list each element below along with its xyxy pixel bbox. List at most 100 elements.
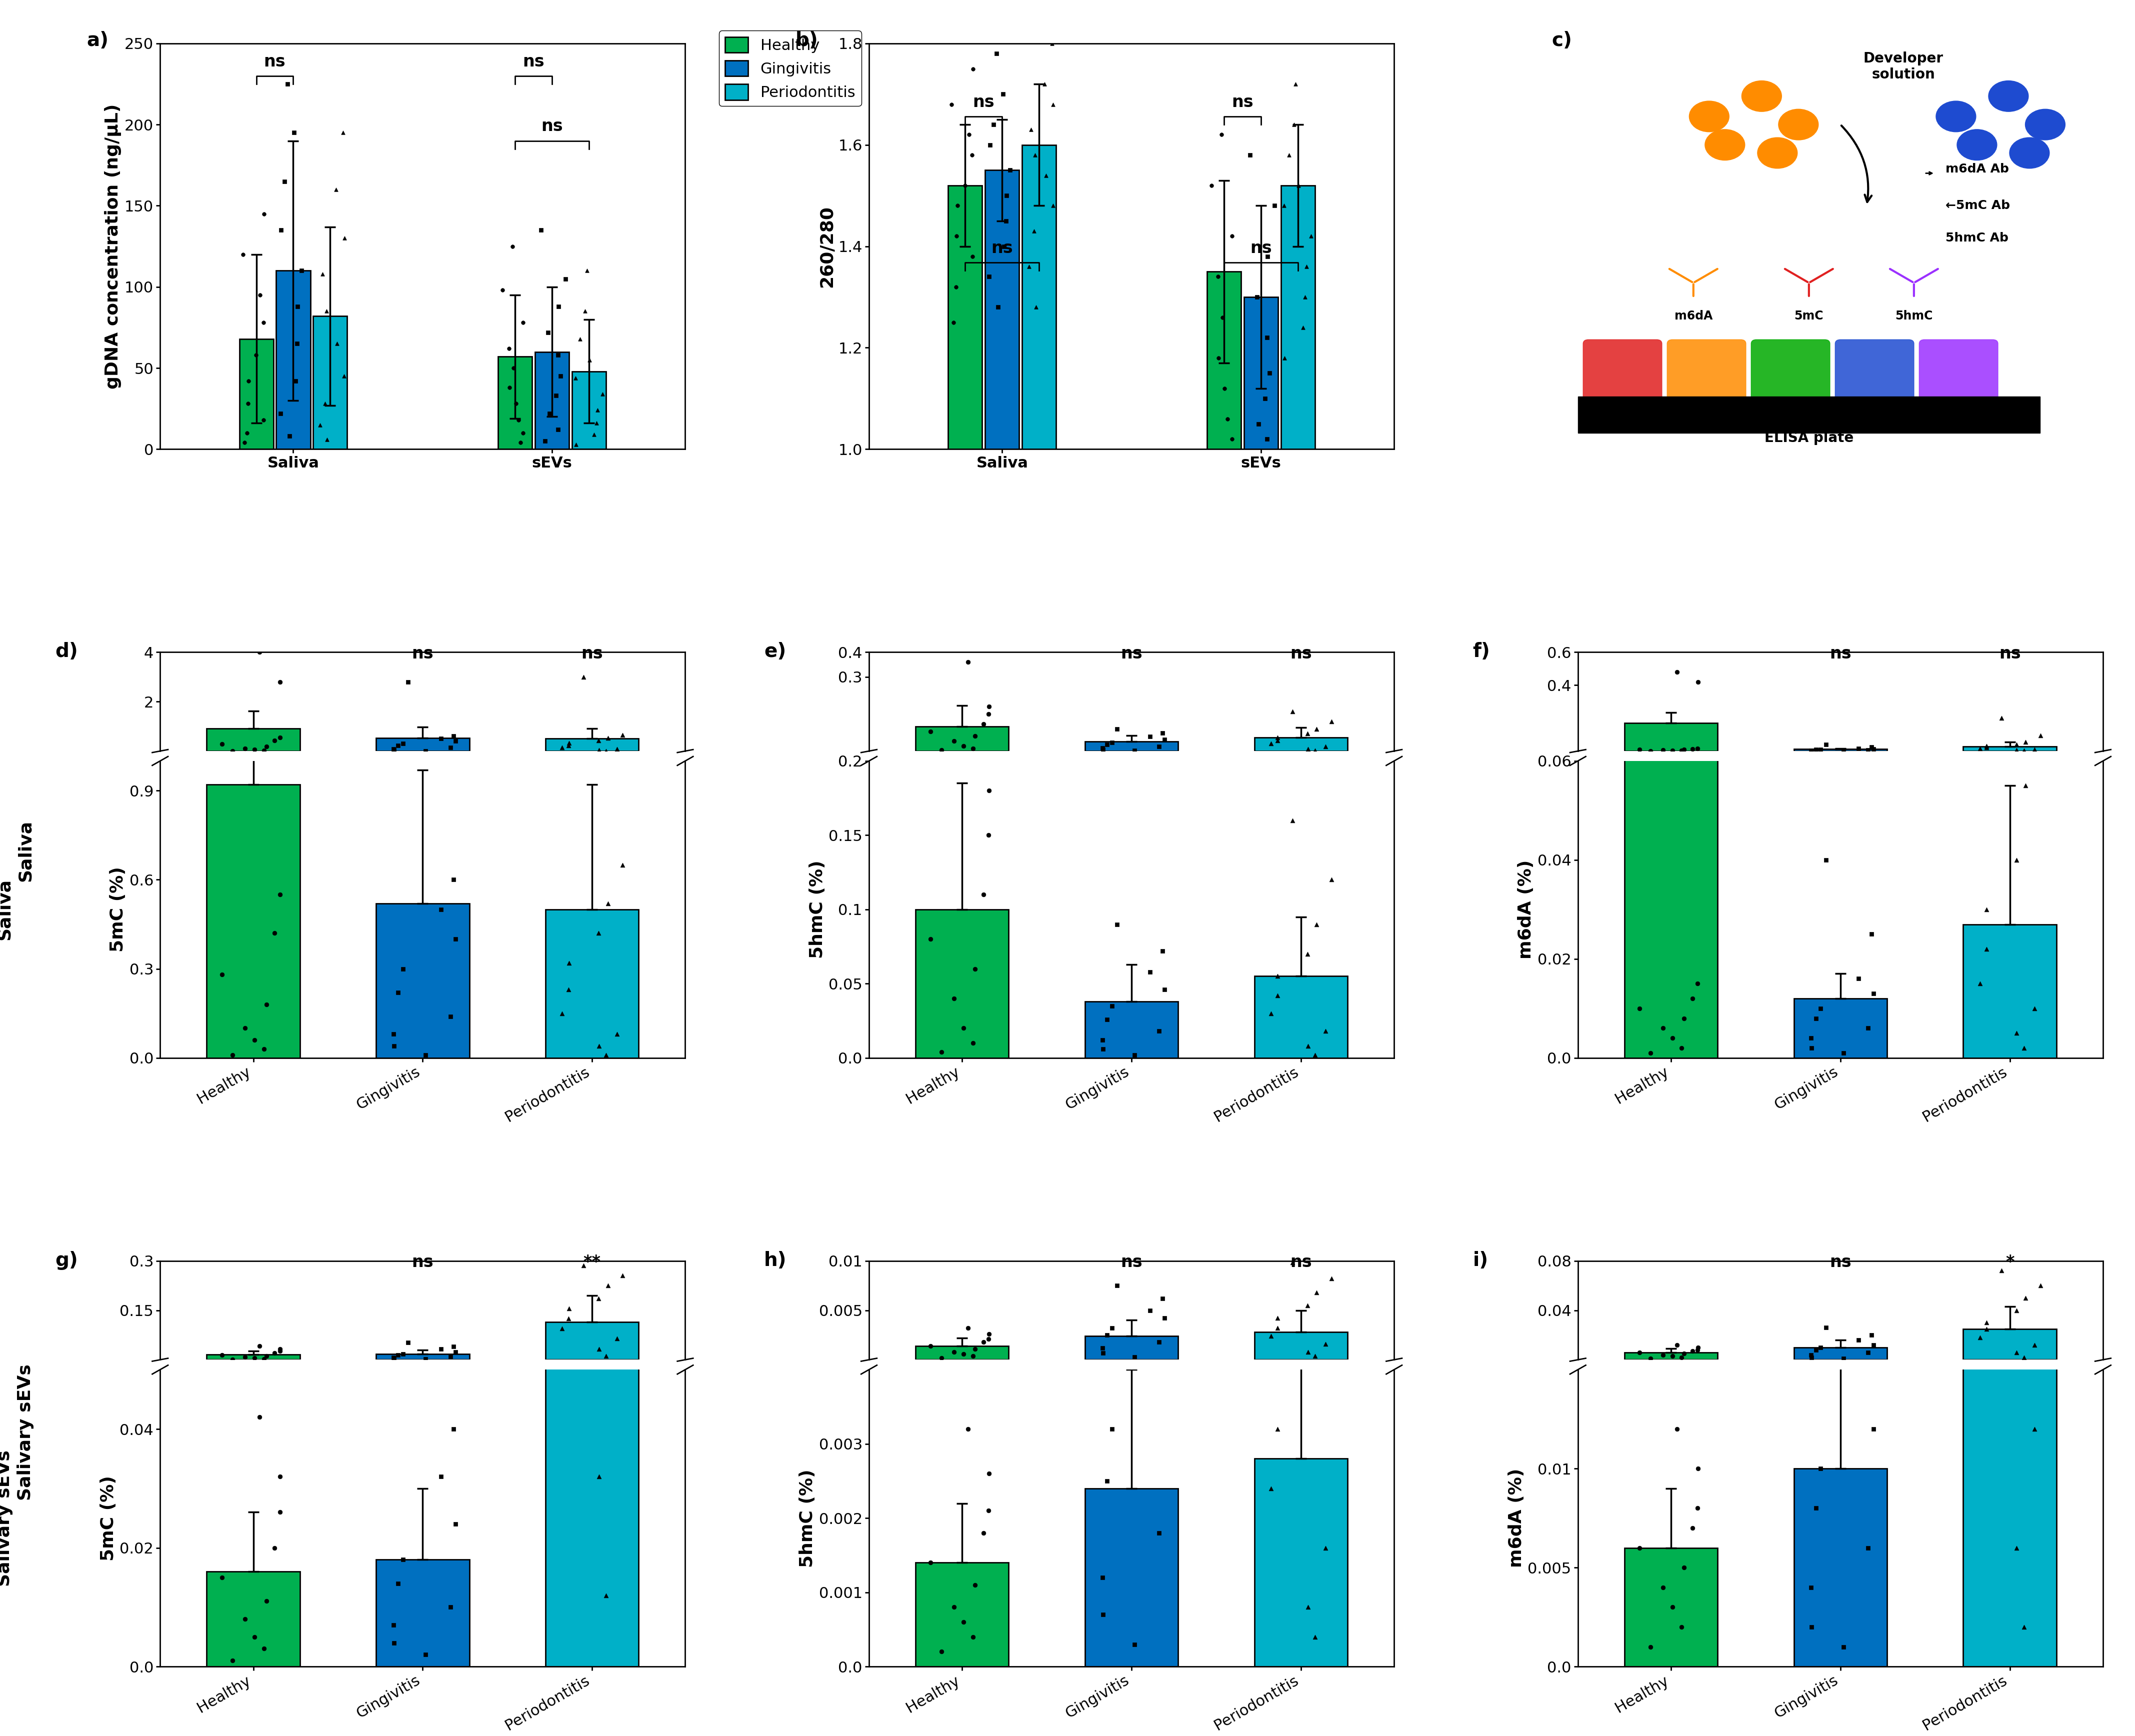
Point — [250, 991, 284, 1019]
Point — [241, 1332, 275, 1359]
Point — [600, 1267, 634, 1295]
Point — [243, 281, 278, 309]
Point — [1659, 1415, 1693, 1443]
Point — [493, 373, 527, 401]
Y-axis label: 5hmC (%): 5hmC (%) — [798, 1469, 816, 1568]
Circle shape — [1706, 130, 1744, 160]
Point — [1213, 446, 1247, 474]
Point — [570, 257, 604, 285]
Point — [310, 297, 344, 325]
Point — [1962, 1297, 1996, 1325]
Point — [559, 431, 594, 458]
Point — [1249, 385, 1283, 413]
Point — [408, 1042, 442, 1069]
Point — [950, 648, 984, 675]
Point — [1100, 1272, 1134, 1300]
Point — [1018, 141, 1053, 168]
Point — [1100, 1095, 1134, 1123]
Point — [386, 1340, 421, 1368]
Point — [267, 167, 301, 194]
Point — [1804, 995, 1838, 1023]
Circle shape — [1988, 82, 2028, 111]
Point — [278, 118, 312, 146]
Bar — [207, 729, 299, 752]
Point — [438, 722, 472, 750]
Point — [1309, 733, 1343, 760]
Point — [589, 1042, 623, 1069]
Point — [1623, 1338, 1657, 1366]
Point — [566, 153, 600, 181]
Text: 5hmC Ab: 5hmC Ab — [1945, 233, 2009, 245]
Y-axis label: 5hmC (%): 5hmC (%) — [809, 861, 826, 958]
Point — [1089, 1005, 1123, 1033]
Point — [1292, 734, 1326, 762]
Y-axis label: 5mC (%): 5mC (%) — [100, 1476, 117, 1561]
Point — [1667, 1554, 1702, 1581]
Bar — [916, 1562, 1008, 1667]
Point — [1796, 1613, 1830, 1641]
Point — [1215, 425, 1249, 453]
Point — [924, 1344, 959, 1371]
Point — [1843, 734, 1877, 762]
Point — [1142, 1328, 1176, 1356]
Point — [228, 429, 263, 457]
Point — [263, 880, 297, 908]
Point — [386, 1545, 421, 1573]
Point — [1292, 1594, 1326, 1621]
Point — [1206, 304, 1240, 332]
Point — [982, 293, 1016, 321]
Point — [433, 734, 468, 762]
Point — [1962, 734, 1996, 762]
Point — [551, 1295, 585, 1323]
Bar — [544, 1321, 638, 1359]
Point — [228, 1606, 263, 1634]
Point — [1142, 1017, 1176, 1045]
Point — [959, 955, 993, 983]
Text: ns: ns — [991, 240, 1012, 257]
Point — [250, 1587, 284, 1614]
Point — [2009, 663, 2043, 691]
Point — [606, 1262, 640, 1290]
Point — [581, 727, 615, 755]
Point — [954, 141, 989, 168]
Text: ns: ns — [1290, 646, 1311, 661]
Point — [544, 1000, 579, 1028]
Point — [1134, 1281, 1168, 1309]
Point — [937, 1594, 971, 1621]
Point — [971, 700, 1006, 727]
Point — [1300, 910, 1334, 937]
Point — [1968, 1059, 2003, 1087]
Point — [1014, 116, 1048, 144]
Point — [1294, 222, 1328, 250]
Point — [1623, 1535, 1657, 1562]
Point — [327, 363, 361, 391]
Point — [307, 391, 342, 418]
Point — [2009, 773, 2043, 800]
Point — [258, 1535, 292, 1562]
Point — [303, 411, 337, 439]
Point — [1646, 1014, 1680, 1042]
Bar — [1255, 1458, 1347, 1667]
Point — [1808, 731, 1843, 759]
Y-axis label: gDNA concentration (ng/μL): gDNA concentration (ng/μL) — [105, 104, 122, 389]
Point — [939, 222, 974, 250]
Bar — [1085, 1002, 1179, 1057]
Point — [924, 1038, 959, 1066]
Point — [551, 910, 585, 937]
Point — [380, 979, 414, 1007]
Point — [568, 297, 602, 325]
Point — [376, 1021, 410, 1049]
Point — [1253, 1474, 1287, 1502]
Text: ns: ns — [540, 118, 564, 135]
Point — [1851, 1014, 1885, 1042]
Point — [216, 1042, 250, 1069]
Point — [1667, 1005, 1702, 1033]
Point — [1983, 54, 2018, 82]
Point — [2000, 1535, 2035, 1562]
Point — [237, 1344, 271, 1371]
Point — [600, 1021, 634, 1049]
Point — [971, 1496, 1006, 1524]
Point — [551, 1305, 585, 1333]
Point — [956, 56, 991, 83]
Bar — [1281, 186, 1315, 957]
